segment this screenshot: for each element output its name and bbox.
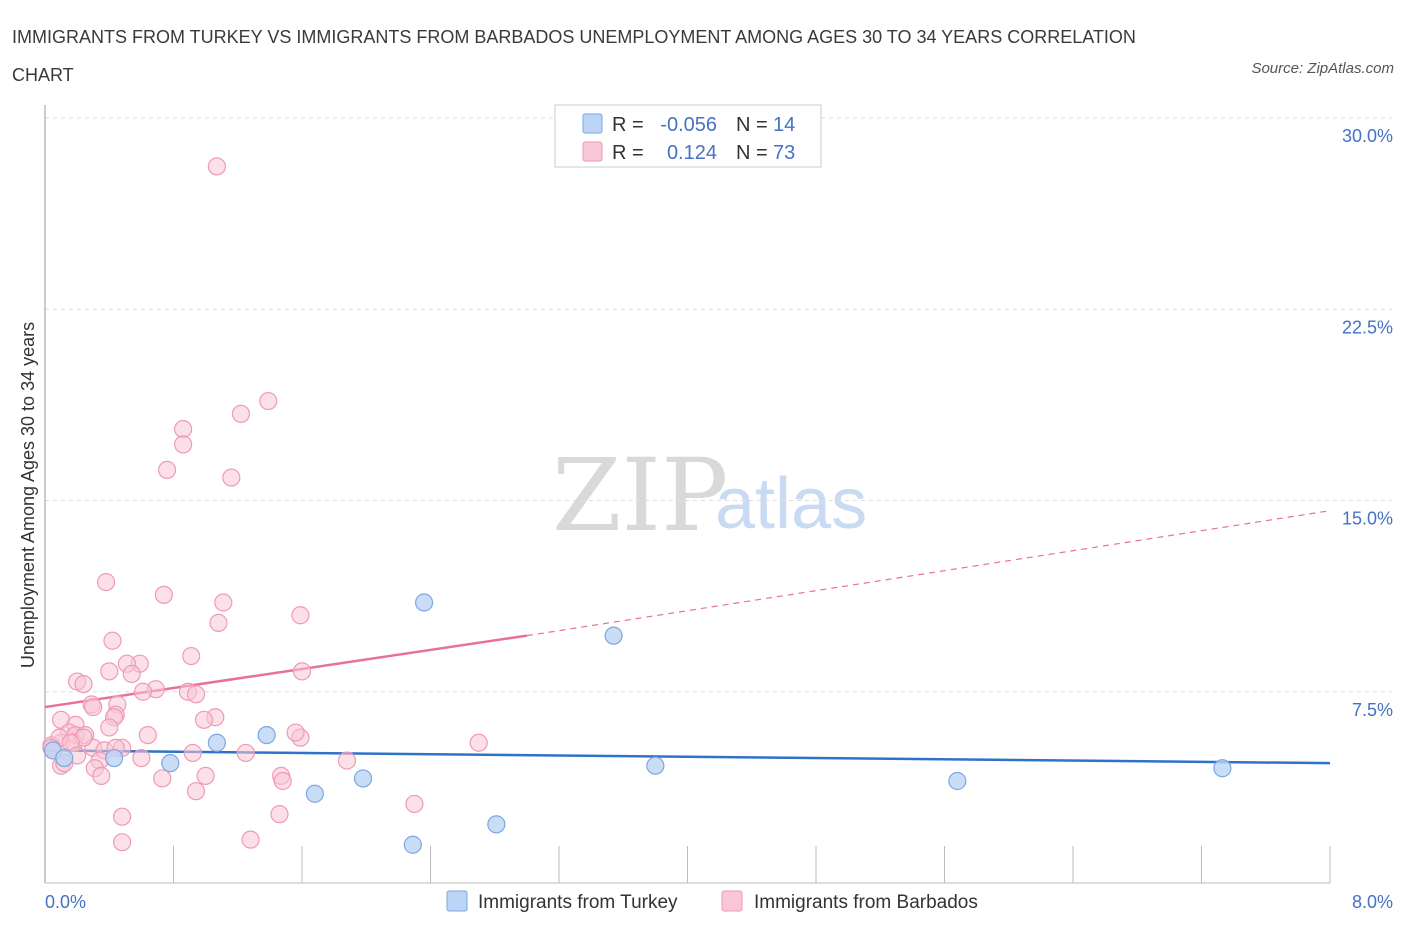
y-axis-label: Unemployment Among Ages 30 to 34 years (18, 322, 38, 668)
y-tick-label: 15.0% (1342, 509, 1393, 529)
trend-line-barbados (44, 634, 528, 709)
barbados-point (241, 830, 260, 849)
barbados-point (132, 748, 151, 768)
trend-line-barbados-extension (526, 510, 1331, 637)
turkey-point (207, 733, 226, 752)
turkey-point (305, 784, 324, 803)
bottom-legend-label-turkey: Immigrants from Turkey (478, 892, 678, 913)
chart-title: IMMIGRANTS FROM TURKEY VS IMMIGRANTS FRO… (12, 27, 1136, 85)
y-tick-label: 30.0% (1342, 126, 1393, 146)
trend-line-turkey (44, 749, 1331, 765)
barbados-point (100, 718, 119, 737)
barbados-point (183, 743, 202, 763)
barbados-point (74, 674, 93, 694)
bottom-legend-swatch-barbados (721, 890, 743, 912)
barbados-point (112, 833, 132, 852)
watermark-atlas: atlas (715, 464, 867, 544)
legend-r-label-turkey: R = (612, 114, 644, 136)
barbados-point (154, 585, 173, 604)
y-tick-label: 7.5% (1352, 700, 1393, 720)
barbados-point (182, 646, 201, 666)
barbados-point (222, 468, 241, 487)
barbados-point (231, 404, 251, 423)
x-tick-label: 0.0% (45, 892, 86, 912)
turkey-point (487, 815, 506, 834)
barbados-point (100, 662, 119, 681)
x-axis-ticks (173, 846, 1331, 883)
series-legend: Immigrants from Turkey Immigrants from B… (446, 890, 978, 913)
barbados-point (122, 664, 141, 684)
barbados-point (138, 725, 157, 745)
barbados-point (157, 460, 177, 479)
barbados-point (196, 766, 215, 786)
turkey-point (161, 754, 180, 773)
barbados-point (291, 606, 310, 625)
barbados-point (133, 682, 153, 701)
barbados-point (186, 782, 206, 801)
barbados-point (292, 662, 312, 681)
barbados-point (286, 723, 305, 742)
turkey-point (104, 748, 124, 768)
y-tick-labels: 7.5% 15.0% 22.5% 30.0% (1342, 126, 1393, 720)
turkey-point (353, 769, 373, 788)
barbados-point (112, 807, 132, 826)
legend-r-value-barbados: 0.124 (667, 142, 717, 164)
legend-r-value-turkey: -0.056 (660, 114, 717, 136)
legend-n-label-turkey: N = (736, 114, 768, 136)
barbados-point (469, 733, 488, 752)
legend-swatch-turkey (582, 113, 603, 134)
barbados-point (214, 593, 233, 612)
turkey-point (646, 756, 665, 775)
legend-n-value-barbados: 73 (773, 142, 795, 164)
barbados-point (236, 743, 255, 763)
bottom-legend-label-barbados: Immigrants from Barbados (754, 892, 978, 913)
turkey-point (1213, 759, 1232, 778)
barbados-point (96, 572, 116, 592)
barbados-point (405, 794, 424, 814)
trend-lines (44, 510, 1331, 765)
barbados-point (194, 710, 214, 729)
barbados-point (174, 420, 193, 439)
x-tick-label: 8.0% (1352, 892, 1393, 912)
barbados-point (209, 613, 228, 633)
series-turkey (43, 593, 1232, 854)
barbados-point (92, 766, 111, 786)
barbados-point (207, 157, 226, 176)
turkey-point (604, 626, 623, 645)
bottom-legend-swatch-turkey (446, 890, 468, 912)
legend-n-value-turkey: 14 (773, 114, 795, 136)
barbados-point (337, 751, 357, 770)
barbados-point (103, 631, 122, 650)
watermark-zip: ZIP (552, 437, 728, 554)
barbados-point (270, 805, 289, 824)
x-tick-labels: 0.0% 8.0% (45, 892, 1393, 912)
turkey-point (257, 725, 276, 745)
legend-n-label-barbados: N = (736, 142, 768, 164)
y-tick-label: 22.5% (1342, 317, 1393, 337)
correlation-legend: R = -0.056 N = 14 R = 0.124 N = 73 (554, 104, 822, 168)
barbados-point (273, 771, 292, 791)
turkey-point (403, 835, 422, 854)
barbados-point (259, 391, 278, 411)
barbados-point (84, 697, 103, 717)
turkey-point (948, 771, 967, 791)
source-label: Source: ZipAtlas.com (1251, 60, 1394, 77)
turkey-point (55, 748, 74, 768)
barbados-point (174, 435, 193, 454)
barbados-point (186, 685, 206, 704)
legend-r-label-barbados: R = (612, 142, 644, 164)
turkey-point (414, 593, 434, 612)
grid-lines (45, 117, 1392, 693)
series-barbados (42, 157, 488, 852)
legend-swatch-barbados (582, 141, 603, 162)
barbados-point (153, 769, 172, 788)
